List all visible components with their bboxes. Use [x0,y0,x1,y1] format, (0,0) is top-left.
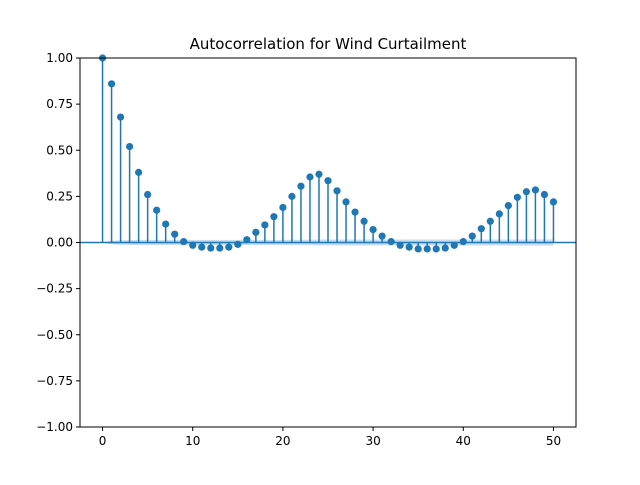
stem-marker [180,237,188,246]
stem-marker [333,187,341,195]
axes-layer: 0 10 20 30 40 50 −1.00 −0.75 −0.50 −0.25 0.00 0.25 0… [36,51,577,448]
y-tick-label: −0.25 [36,282,73,296]
stem-marker [342,198,350,206]
stem-marker [306,173,314,181]
y-tick-label: 0.50 [46,143,73,157]
stem-marker [324,177,332,185]
stem-marker [432,245,440,253]
stem-marker [207,244,215,252]
stem-marker [135,168,143,176]
stem-marker [522,188,531,196]
stem-marker [531,186,540,194]
y-tick-label: −0.50 [36,328,73,342]
stem-marker [378,232,386,240]
stem-marker [189,241,197,249]
chart-title: Autocorrelation for Wind Curtailment [190,35,467,53]
stem-marker [225,243,233,251]
stem-marker [396,241,404,249]
y-tick-label: 0.75 [46,97,73,111]
stem-marker [495,210,503,218]
stem-marker [198,243,206,251]
stem-marker [261,221,269,229]
stem-marker [513,193,521,201]
stem-marker [171,230,179,238]
stem-marker [477,225,485,233]
stem-marker [504,202,512,210]
stem-marker [279,203,287,212]
y-tick-label: 0.00 [46,236,73,250]
stem-marker [162,220,170,228]
stem-marker [459,237,467,246]
stem-marker [441,244,449,252]
stem-marker [107,80,116,88]
stem-marker [153,206,161,214]
stem-marker [468,232,476,240]
stem-marker [423,245,431,253]
x-tick-label: 40 [456,434,471,448]
stem-marker [405,243,413,251]
stem-marker [315,170,323,178]
stem-marker [297,182,305,190]
stem-marker [126,142,134,151]
stem-marker [270,213,278,221]
x-tick-label: 20 [275,434,290,448]
x-tick-label: 10 [185,434,200,448]
stem-marker [351,208,359,216]
stem-marker [243,236,251,244]
stem-marker [540,190,549,199]
stem-marker [252,228,260,236]
stem-marker [360,217,368,225]
stem-marker [234,240,242,248]
stem-marker [549,198,558,206]
y-tick-label: −1.00 [36,420,73,434]
stem-marker [288,192,296,200]
x-tick-label: 50 [546,434,561,448]
stem-marker [216,244,224,252]
x-tick-label: 30 [365,434,380,448]
marker-layer [98,54,558,253]
y-tick-label: −0.75 [36,374,73,388]
stem-marker [116,113,125,121]
stem-marker [369,225,377,234]
y-tick-label: 1.00 [46,51,73,65]
stem-marker [486,217,494,225]
stem-marker [450,241,458,249]
x-tick-label: 0 [99,434,107,448]
y-tick-label: 0.25 [46,189,73,203]
stem-marker [414,245,422,253]
stem-marker [387,237,395,246]
stem-marker [144,190,152,199]
